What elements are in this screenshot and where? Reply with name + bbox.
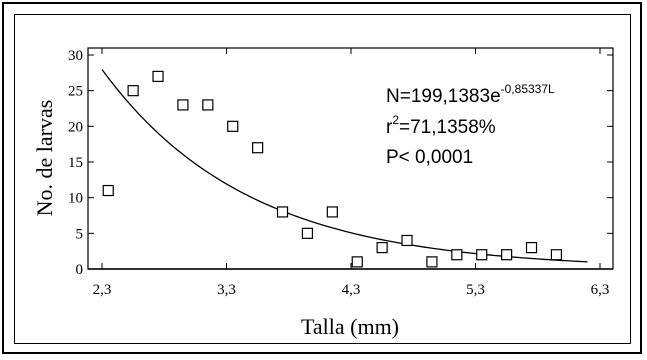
data-point: [276, 206, 289, 218]
r-squared-prefix: r: [386, 117, 393, 138]
data-point: [127, 85, 139, 97]
x-tick-label: 5,3: [466, 282, 485, 298]
y-tick-label: 30: [68, 48, 83, 64]
x-tick-label: 2,3: [93, 282, 112, 298]
y-tick-label: 25: [68, 84, 83, 100]
data-point: [301, 227, 314, 239]
data-point: [525, 242, 538, 254]
data-point: [401, 234, 413, 247]
x-tick-label: 3,3: [217, 282, 236, 298]
x-tick-label: 6,3: [591, 282, 610, 298]
data-point: [177, 99, 189, 111]
data-point: [351, 256, 363, 268]
data-point: [501, 249, 513, 261]
x-axis-title: Talla (mm): [301, 314, 399, 339]
data-point: [227, 120, 239, 132]
equation-text: N=199,1383e-0,85337L: [386, 82, 555, 107]
y-tick-label: 15: [68, 155, 83, 171]
r-squared-superscript: 2: [392, 113, 399, 127]
p-value-text: P< 0,0001: [386, 147, 473, 168]
fit-curve: [101, 69, 588, 263]
r-squared-value: =71,1358%: [399, 117, 496, 138]
chart-panel: [14, 14, 631, 344]
y-tick-label: 10: [68, 191, 83, 207]
data-point: [152, 70, 164, 83]
data-point: [326, 206, 338, 218]
y-tick-label: 5: [76, 226, 84, 242]
data-point: [476, 249, 488, 261]
y-tick-label: 20: [68, 119, 83, 135]
data-point: [102, 184, 114, 197]
equation-exponent: -0,85337L: [501, 82, 555, 96]
annotation-block: N=199,1383e-0,85337L r2=71,1358% P< 0,00…: [386, 82, 555, 168]
y-axis: 0 5 10 15 20 25 30: [68, 48, 613, 278]
data-point: [550, 249, 563, 261]
data-point: [426, 256, 438, 268]
equation-base: N=199,1383e: [386, 86, 501, 107]
data-point: [252, 142, 264, 154]
data-point: [451, 249, 463, 261]
r-squared-text: r2=71,1358%: [386, 113, 496, 138]
y-axis-title: No. de larvas: [32, 100, 57, 217]
x-axis: 2,3 3,3 4,3 5,3 6,3: [93, 48, 610, 298]
data-points: [102, 70, 563, 268]
data-point: [376, 242, 388, 254]
x-tick-label: 4,3: [342, 282, 361, 298]
data-point: [202, 99, 214, 111]
figure-frame: [2, 2, 642, 354]
y-tick-label: 0: [76, 262, 84, 278]
